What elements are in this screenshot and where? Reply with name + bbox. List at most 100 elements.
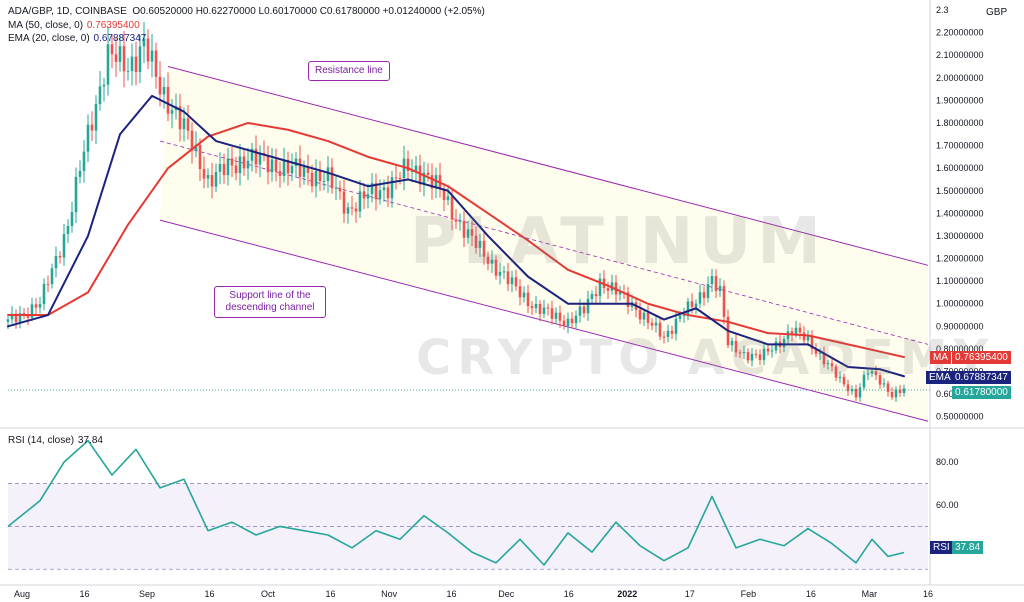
candle-body xyxy=(554,312,558,319)
candle-body xyxy=(14,313,18,323)
candle-body xyxy=(426,172,430,176)
candle-body xyxy=(70,212,74,226)
candle-body xyxy=(178,106,182,130)
candle-body xyxy=(250,148,254,161)
candle-body xyxy=(658,322,662,337)
annotation-support: Support line of the descending channel xyxy=(214,286,326,318)
candle-body xyxy=(838,376,842,378)
candle-body xyxy=(586,298,590,314)
candle-body xyxy=(594,294,598,297)
ema-tag: EMA xyxy=(926,371,954,384)
time-tick-label: Mar xyxy=(862,589,878,599)
candle-body xyxy=(894,389,898,398)
rsi-tick-label: 80.00 xyxy=(936,457,959,467)
candle-body xyxy=(358,191,362,212)
candle-body xyxy=(662,336,666,338)
time-tick-label: 2022 xyxy=(617,589,637,599)
candle-body xyxy=(446,196,450,200)
candle-body xyxy=(518,286,522,298)
time-tick-label: 16 xyxy=(79,589,89,599)
ema20-line xyxy=(7,94,905,378)
candle-body xyxy=(530,306,534,309)
candle-body xyxy=(234,165,238,174)
candle-body xyxy=(478,240,482,248)
candle-body xyxy=(166,86,170,114)
candle-body xyxy=(846,384,850,392)
candle-body xyxy=(638,309,642,320)
candle-body xyxy=(410,170,414,172)
candle-body xyxy=(402,158,406,179)
candle-body xyxy=(198,144,202,169)
candle-body xyxy=(278,171,282,176)
candle-body xyxy=(314,170,318,187)
candle-body xyxy=(842,376,846,385)
legend-ema-value: 0.67887347 xyxy=(93,33,147,44)
candle-body xyxy=(558,312,562,321)
candle-body xyxy=(318,170,322,182)
candle-body xyxy=(146,38,150,62)
candle-body xyxy=(754,353,758,355)
annotation-support-line2: descending channel xyxy=(225,302,315,313)
candle-body xyxy=(498,271,502,276)
candle-body xyxy=(458,220,462,222)
time-tick-label: Sep xyxy=(139,589,155,599)
candle-body xyxy=(682,315,686,317)
candle-body xyxy=(274,159,278,172)
legend-symbol-row: ADA/GBP, 1D, COINBASE O0.60520000 H0.622… xyxy=(8,6,485,17)
candle-body xyxy=(158,76,162,95)
candle-body xyxy=(890,391,894,398)
rsi-value-tag: 37.84 xyxy=(952,541,984,554)
rsi-line xyxy=(7,439,905,566)
candle-body xyxy=(802,332,806,341)
candle-body xyxy=(130,56,134,71)
annotation-resistance-text: Resistance line xyxy=(315,65,383,76)
candle-body xyxy=(418,165,422,185)
candle-body xyxy=(730,340,734,346)
candle-body xyxy=(398,177,402,179)
candle-body xyxy=(574,315,578,324)
price-tick-label: 2.20000000 xyxy=(936,28,984,38)
time-tick-label: 16 xyxy=(564,589,574,599)
candle-body xyxy=(302,166,306,177)
time-tick-label: Feb xyxy=(741,589,757,599)
candle-body xyxy=(462,220,466,238)
candle-body xyxy=(46,283,50,285)
candle-body xyxy=(870,371,874,374)
candle-body xyxy=(782,338,786,348)
candle-body xyxy=(34,304,38,308)
price-tick-label: 1.10000000 xyxy=(936,276,984,286)
resistance-line xyxy=(167,66,929,266)
price-tick-label: 1.90000000 xyxy=(936,95,984,105)
candle-body xyxy=(30,304,34,318)
candle-body xyxy=(386,187,390,199)
candle-body xyxy=(470,229,474,236)
legend-rsi-value: 37.84 xyxy=(77,435,103,446)
candle-body xyxy=(734,340,738,353)
time-tick-label: Dec xyxy=(498,589,515,599)
candle-body xyxy=(106,44,110,85)
candle-body xyxy=(486,256,490,264)
candle-body xyxy=(882,383,886,385)
candle-body xyxy=(506,271,510,285)
candle-body xyxy=(82,151,86,171)
candle-body xyxy=(590,294,594,299)
candle-body xyxy=(366,194,370,199)
rsi-tag: RSI xyxy=(930,541,953,554)
candle-body xyxy=(862,374,866,388)
candle-body xyxy=(422,172,426,185)
candle-body xyxy=(382,187,386,191)
candle-body xyxy=(646,312,650,323)
candle-body xyxy=(18,313,22,323)
candle-body xyxy=(674,318,678,334)
candle-body xyxy=(582,306,586,314)
candle-body xyxy=(406,158,410,171)
time-tick-label: 16 xyxy=(326,589,336,599)
candle-body xyxy=(830,363,834,367)
candle-body xyxy=(54,255,58,269)
candle-body xyxy=(774,341,778,351)
time-tick-label: Nov xyxy=(381,589,398,599)
candle-body xyxy=(310,172,314,187)
candle-body xyxy=(90,124,94,131)
candle-body xyxy=(118,46,122,62)
